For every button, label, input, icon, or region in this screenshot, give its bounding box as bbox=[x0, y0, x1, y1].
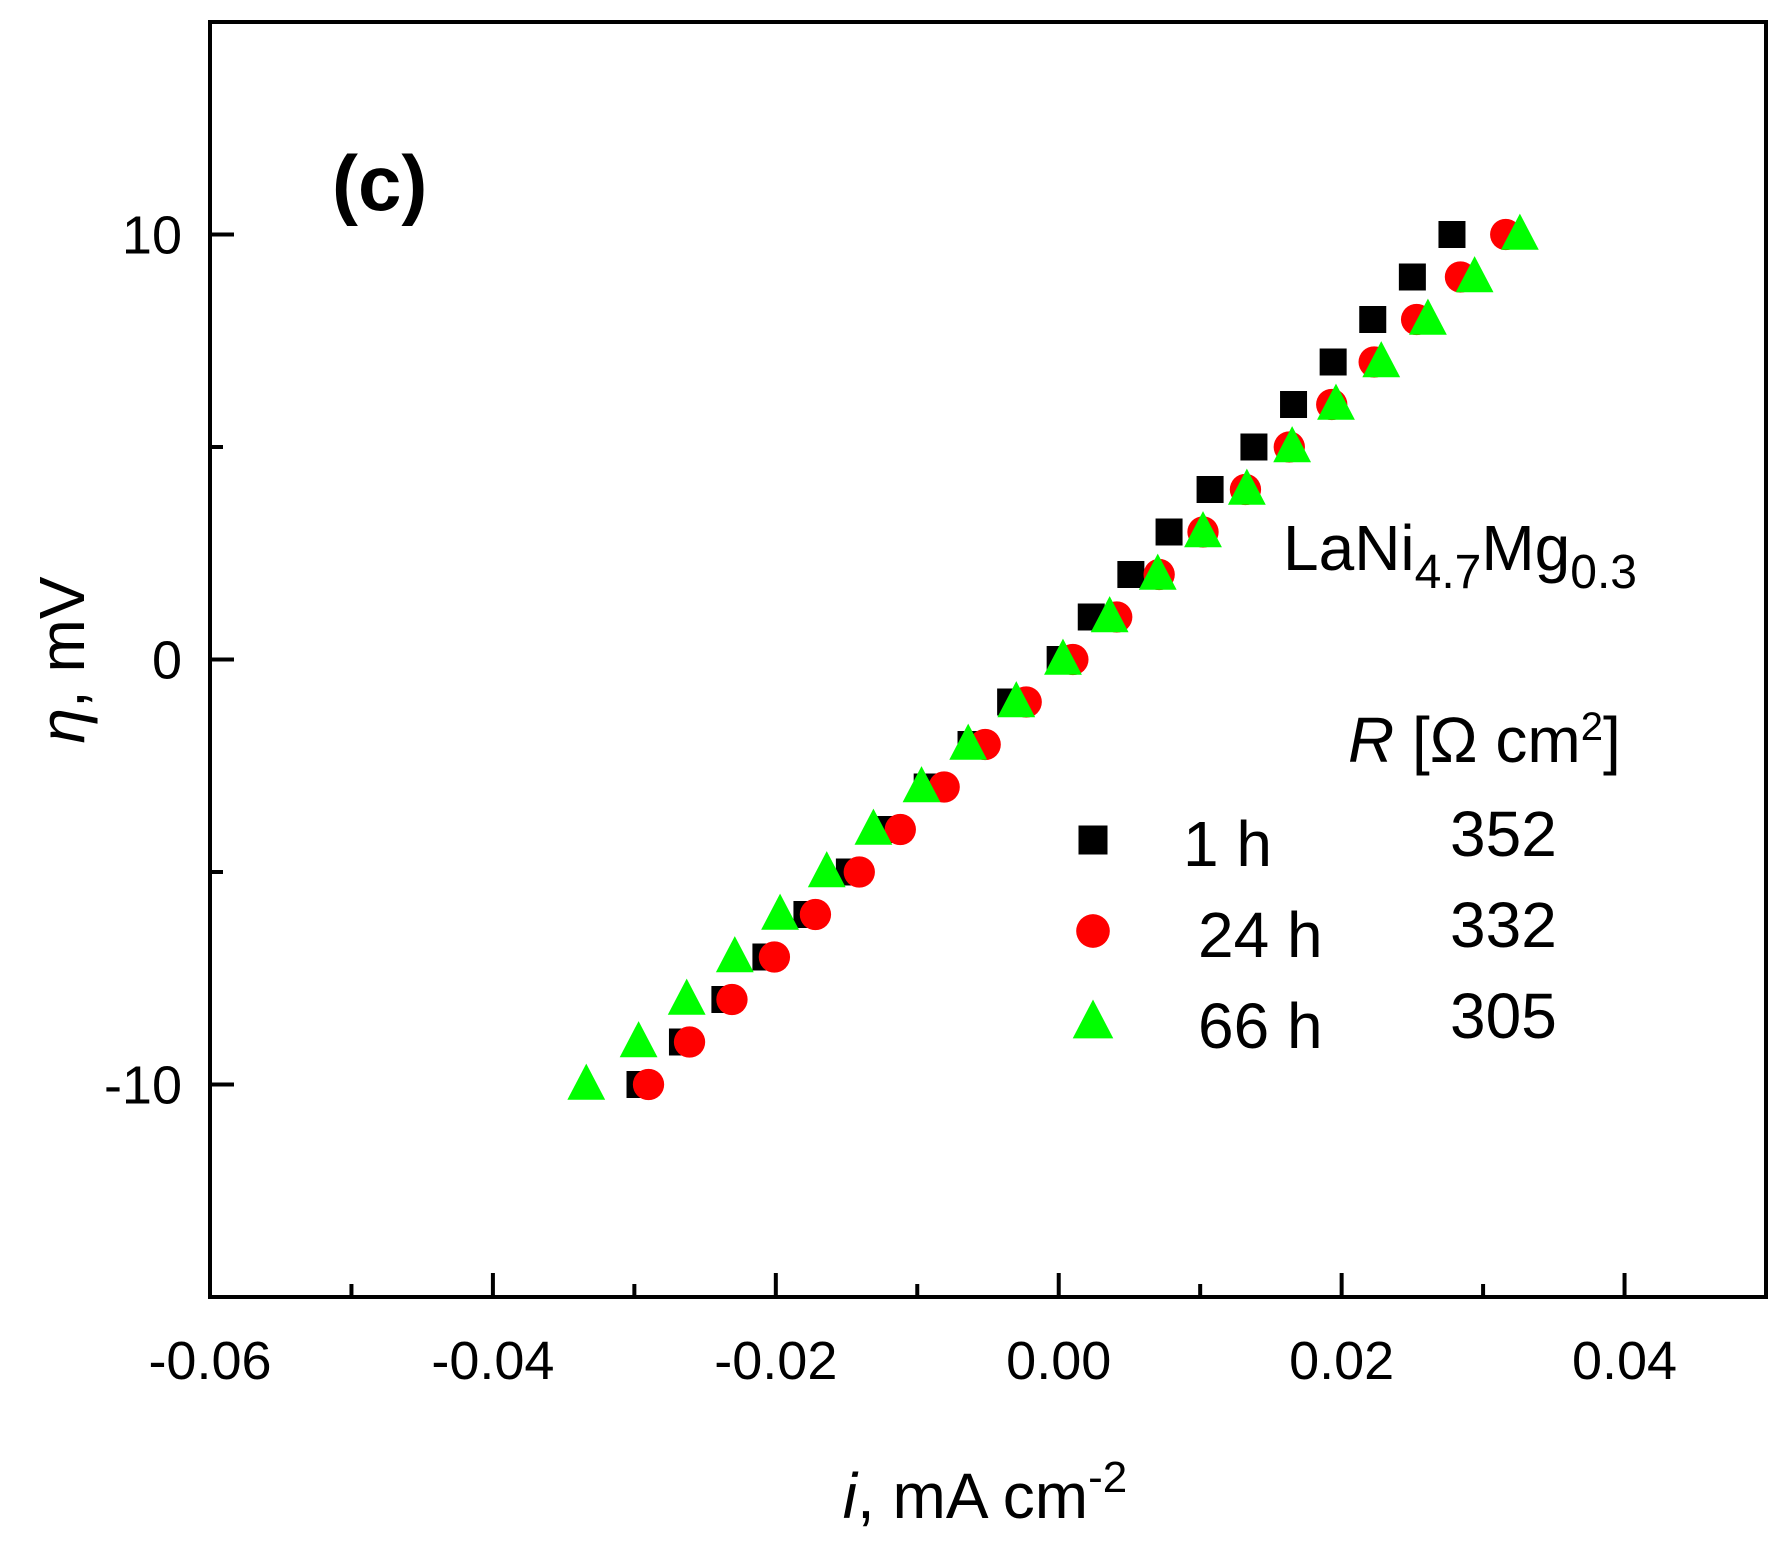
legend-r-value: 305 bbox=[1450, 980, 1557, 1052]
series-66h bbox=[567, 213, 1539, 1100]
legend-label: 1 h bbox=[1183, 808, 1272, 880]
compound-sub2: 0.3 bbox=[1570, 546, 1637, 599]
data-point-square bbox=[1155, 518, 1183, 546]
series-24h bbox=[632, 218, 1522, 1101]
legend-r-value: 332 bbox=[1450, 889, 1557, 961]
x-tick-label: 0.00 bbox=[1006, 1331, 1111, 1391]
data-point-circle bbox=[632, 1068, 665, 1101]
data-point-circle bbox=[673, 1026, 706, 1058]
data-point-circle bbox=[799, 898, 832, 931]
x-axis-title-sup: -2 bbox=[1088, 1453, 1127, 1502]
data-point-triangle bbox=[1500, 213, 1539, 250]
data-point-triangle bbox=[1409, 298, 1447, 335]
panel-label: (c) bbox=[332, 139, 427, 227]
data-point-circle bbox=[716, 983, 748, 1016]
y-axis-title-rest: , mV bbox=[26, 576, 98, 708]
x-tick-label: -0.06 bbox=[148, 1331, 271, 1391]
y-tick-label: 10 bbox=[122, 206, 182, 266]
data-point-square bbox=[1398, 263, 1426, 291]
data-point-triangle bbox=[1090, 596, 1129, 633]
data-point-triangle bbox=[619, 1021, 658, 1058]
data-point-circle bbox=[758, 941, 791, 973]
series-1h bbox=[626, 221, 1466, 1098]
compound-mid: Mg bbox=[1481, 512, 1570, 584]
y-tick-label: -10 bbox=[104, 1056, 182, 1116]
data-point-triangle bbox=[1273, 426, 1312, 463]
legend-label: 66 h bbox=[1198, 990, 1323, 1062]
compound-sub1: 4.7 bbox=[1415, 546, 1482, 599]
data-point-circle bbox=[843, 856, 875, 888]
legend-header: R [Ω cm2] bbox=[1348, 704, 1621, 776]
x-axis-title-rest: , mA cm bbox=[857, 1460, 1088, 1532]
data-point-triangle bbox=[715, 936, 754, 973]
data-point-triangle bbox=[854, 808, 893, 845]
data-point-triangle bbox=[761, 893, 799, 930]
data-point-square bbox=[1117, 561, 1145, 588]
x-axis-title: i, mA cm-2 bbox=[843, 1453, 1127, 1532]
data-point-triangle bbox=[1184, 511, 1222, 548]
data-point-triangle bbox=[807, 851, 846, 888]
tick-labels: -0.06 -0.04 -0.02 0.00 0.02 0.04 -10 0 10 bbox=[104, 206, 1677, 1392]
legend-marker-triangle bbox=[1072, 999, 1114, 1039]
data-point-square bbox=[1240, 433, 1268, 461]
x-axis-title-italic: i bbox=[843, 1460, 859, 1532]
legend: 1 h 352 24 h 332 66 h 305 bbox=[1072, 798, 1557, 1062]
x-tick-label: -0.04 bbox=[431, 1331, 554, 1391]
compound-annotation: LaNi4.7Mg0.3 bbox=[1283, 512, 1637, 599]
x-tick-label: 0.04 bbox=[1572, 1331, 1677, 1391]
y-axis-title-italic: η bbox=[26, 708, 98, 744]
data-point-square bbox=[1359, 306, 1387, 333]
data-point-triangle bbox=[1138, 553, 1177, 590]
y-tick-label: 0 bbox=[152, 631, 182, 691]
plot-frame bbox=[208, 20, 1768, 1299]
data-point-triangle bbox=[567, 1063, 606, 1100]
legend-header-rest: [Ω cm bbox=[1394, 704, 1581, 776]
data-point-triangle bbox=[1362, 341, 1401, 378]
data-point-square bbox=[1280, 391, 1308, 418]
x-tick-label: 0.02 bbox=[1289, 1331, 1394, 1391]
data-point-triangle bbox=[667, 978, 706, 1015]
legend-label: 24 h bbox=[1198, 899, 1323, 971]
data-point-triangle bbox=[949, 723, 988, 760]
legend-marker-square bbox=[1078, 825, 1108, 855]
y-axis-title: η, mV bbox=[26, 576, 98, 743]
data-points bbox=[567, 213, 1539, 1101]
legend-r-value: 352 bbox=[1450, 798, 1557, 870]
x-tick-label: -0.02 bbox=[714, 1331, 837, 1391]
data-point-circle bbox=[884, 813, 916, 846]
legend-header-close: ] bbox=[1603, 704, 1621, 776]
data-point-triangle bbox=[1227, 468, 1266, 505]
legend-header-sup: 2 bbox=[1581, 705, 1603, 749]
data-point-square bbox=[1438, 221, 1466, 248]
data-point-triangle bbox=[997, 681, 1036, 718]
data-point-triangle bbox=[1317, 383, 1355, 420]
data-point-triangle bbox=[1044, 638, 1082, 675]
legend-header-italic: R bbox=[1348, 704, 1394, 776]
compound-base: LaNi bbox=[1283, 512, 1415, 584]
data-point-triangle bbox=[902, 766, 941, 803]
legend-marker-circle bbox=[1076, 914, 1110, 948]
data-point-square bbox=[1196, 476, 1224, 503]
data-point-square bbox=[1319, 348, 1347, 376]
ticks bbox=[208, 232, 1627, 1297]
data-point-triangle bbox=[1455, 256, 1494, 293]
